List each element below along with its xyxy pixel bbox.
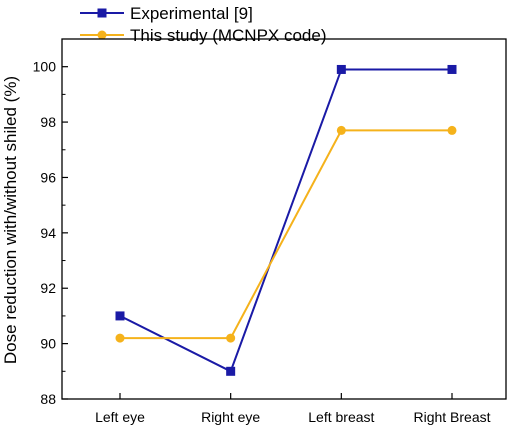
y-tick-label: 96 — [40, 169, 56, 185]
x-tick-label: Left eye — [95, 409, 145, 425]
y-axis: 88 90 92 94 96 98 100 — [33, 38, 68, 407]
legend-marker-circle — [97, 30, 107, 40]
y-tick-label: 100 — [33, 59, 57, 75]
y-axis-title: Dose reduction with/without shiled (%) — [1, 76, 20, 364]
data-point-circle — [115, 333, 125, 343]
y-tick-label: 94 — [40, 225, 56, 241]
data-point-circle — [336, 125, 346, 135]
x-tick-label: Right Breast — [413, 409, 490, 425]
data-point-square — [226, 366, 236, 376]
plot-frame — [61, 38, 507, 400]
x-tick-label: Right eye — [201, 409, 260, 425]
series-lines — [119, 68, 452, 373]
data-point-square — [336, 64, 346, 74]
legend: Experimental [9] This study (MCNPX code) — [80, 4, 327, 45]
series-line-1 — [119, 68, 452, 373]
data-point-circle — [447, 125, 457, 135]
data-point-square — [447, 64, 457, 74]
y-tick-label: 88 — [40, 391, 56, 407]
y-tick-label: 92 — [40, 280, 56, 296]
y-tick-label: 98 — [40, 114, 56, 130]
data-point-square — [115, 311, 125, 321]
y-tick-label: 90 — [40, 336, 56, 352]
legend-label: Experimental [9] — [130, 4, 253, 23]
series-line-2 — [120, 129, 452, 340]
x-axis: Left eye Right eye Left breast Right Breast — [95, 393, 491, 425]
data-point-circle — [226, 333, 236, 343]
x-tick-label: Left breast — [308, 409, 374, 425]
legend-marker-square — [97, 8, 107, 18]
legend-label: This study (MCNPX code) — [130, 26, 327, 45]
series-markers — [115, 64, 457, 376]
